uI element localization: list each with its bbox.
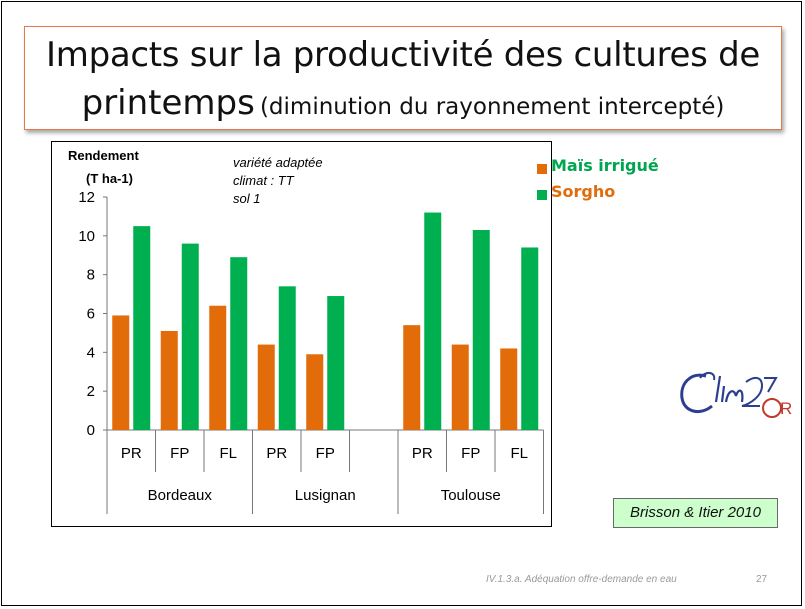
y-axis-label-line2: (T ha-1) — [86, 171, 133, 186]
category-label: FP — [316, 445, 335, 462]
y-tick-label: 0 — [87, 422, 95, 439]
bar-chart: 0 2 4 6 8 10 12 PR FP FL PR FP PR FP FL Bordeaux Lusigna… — [78, 189, 544, 514]
annotation-line-1: variété adaptée — [233, 155, 323, 170]
bar-sorgho — [521, 247, 539, 430]
chart-box: Rendement (T ha-1) variété adaptée clima… — [51, 141, 552, 527]
legend-swatch-mais — [537, 164, 547, 174]
category-label: FL — [219, 445, 237, 462]
category-label: PR — [121, 445, 142, 462]
y-tick-label: 4 — [87, 344, 95, 361]
page-number: 27 — [756, 574, 768, 585]
bar-mais — [403, 325, 421, 430]
group-label: Lusignan — [295, 487, 356, 504]
bar-mais — [160, 330, 178, 430]
climator-logo: R — [676, 362, 796, 432]
bar-mais — [257, 344, 275, 430]
category-label: FL — [510, 445, 528, 462]
bar-mais — [451, 344, 469, 430]
slide-footer: IV.1.3.a. Adéquation offre-demande en ea… — [486, 574, 677, 585]
bar-sorgho — [230, 257, 248, 430]
category-label: FP — [170, 445, 189, 462]
bar-sorgho — [424, 212, 442, 430]
legend-swatch-sorgho — [537, 190, 547, 200]
y-axis-label-line1: Rendement — [68, 148, 139, 163]
annotation-line-3: sol 1 — [233, 191, 261, 206]
citation-box: Brisson & Itier 2010 — [613, 498, 778, 528]
group-label: Bordeaux — [148, 487, 213, 504]
bar-sorgho — [327, 296, 345, 430]
legend-label-sorgho: Sorgho — [551, 182, 616, 201]
bar-sorgho — [472, 230, 490, 430]
y-tick-label: 2 — [87, 383, 95, 400]
slide-title-main: printemps — [81, 83, 255, 123]
bar-mais — [112, 315, 130, 430]
bar-mais — [209, 305, 227, 430]
y-tick-label: 12 — [78, 189, 95, 206]
slide-title-line2: printemps (diminution du rayonnement int… — [25, 83, 781, 123]
category-label: PR — [412, 445, 433, 462]
bar-sorgho — [278, 286, 296, 430]
bar-sorgho — [133, 226, 151, 430]
annotation-line-2: climat : TT — [233, 173, 294, 188]
slide-title-subtitle: (diminution du rayonnement intercepté) — [259, 94, 725, 120]
category-label: FP — [461, 445, 480, 462]
bar-mais — [500, 348, 518, 430]
category-label: PR — [266, 445, 287, 462]
bar-sorgho — [181, 243, 199, 430]
group-label: Toulouse — [441, 487, 501, 504]
chart-annotation: variété adaptée climat : TT sol 1 — [233, 154, 323, 208]
title-box: Impacts sur la productivité des cultures… — [24, 26, 782, 130]
y-tick-label: 8 — [87, 267, 95, 284]
svg-text:R: R — [780, 399, 792, 418]
legend-label-mais: Maïs irrigué — [551, 156, 659, 175]
y-tick-label: 10 — [78, 228, 95, 245]
y-tick-label: 6 — [87, 306, 95, 323]
bar-mais — [306, 354, 324, 430]
slide-title-line1: Impacts sur la productivité des cultures… — [46, 35, 760, 75]
